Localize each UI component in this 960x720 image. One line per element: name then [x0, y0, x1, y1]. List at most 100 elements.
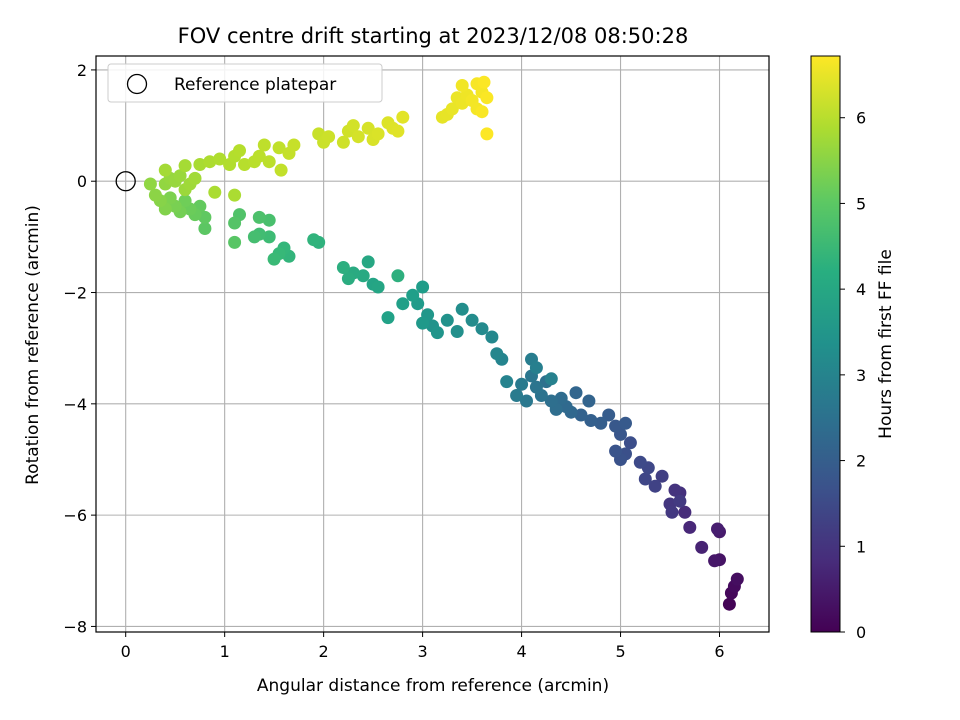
colorbar-label: Hours from first FF file [876, 249, 896, 439]
data-point [262, 230, 276, 244]
data-point [711, 522, 724, 536]
data-point [198, 222, 212, 235]
data-point [143, 177, 157, 191]
data-point [351, 130, 365, 144]
data-point [500, 375, 514, 389]
data-point [602, 408, 616, 422]
chart-title: FOV centre drift starting at 2023/12/08 … [178, 24, 689, 48]
data-point [346, 119, 360, 133]
data-point [267, 252, 281, 266]
data-point [582, 394, 596, 408]
data-point [475, 322, 489, 336]
y-tick-label: −2 [63, 284, 87, 303]
data-point [529, 361, 543, 375]
data-point [307, 233, 321, 247]
data-point [341, 272, 355, 286]
x-axis-title: Angular distance from reference (arcmin) [257, 676, 609, 696]
colorbar-tick-label: 6 [856, 109, 866, 128]
data-point [391, 124, 405, 138]
colorbar-ticks: 0 1 2 3 4 5 6 [840, 109, 866, 642]
data-point [520, 394, 533, 408]
x-tick-label: 5 [615, 642, 625, 661]
data-point [619, 416, 632, 430]
data-point [515, 377, 529, 391]
data-point [510, 389, 524, 402]
data-point [188, 171, 202, 185]
data-point [678, 505, 692, 519]
data-point [391, 269, 405, 283]
colorbar-gradient [810, 55, 841, 633]
legend-marker-icon [126, 73, 148, 95]
data-point [477, 75, 491, 89]
data-point [322, 130, 336, 144]
legend-label: Reference platepar [174, 75, 336, 95]
data-point [262, 155, 276, 169]
data-point [371, 127, 385, 141]
data-point [396, 297, 410, 311]
x-tick-label: 1 [220, 642, 230, 661]
data-point [406, 288, 420, 302]
data-point [594, 416, 608, 430]
data-point [722, 597, 736, 611]
data-point [361, 255, 375, 269]
data-point [609, 444, 623, 458]
grid [96, 56, 769, 632]
data-point [148, 188, 162, 202]
data-point [238, 158, 251, 171]
data-point [416, 316, 430, 330]
data-point [228, 188, 242, 202]
x-tick-label: 6 [714, 642, 724, 661]
data-point [257, 138, 271, 152]
data-point [544, 394, 558, 408]
data-point [554, 391, 568, 405]
data-point [480, 127, 494, 141]
data-point [213, 152, 227, 166]
y-tick-label: 0 [77, 172, 87, 191]
data-point [203, 155, 217, 169]
data-point [247, 230, 261, 244]
data-point [233, 144, 246, 158]
x-tick-label: 0 [121, 642, 131, 661]
data-point [584, 414, 598, 427]
colorbar-tick-label: 1 [856, 537, 866, 556]
data-point [430, 326, 444, 340]
plot-frame [95, 55, 770, 633]
data-point [638, 472, 652, 486]
colorbar-tick-label: 5 [856, 194, 866, 213]
data-point [356, 269, 370, 283]
data-point [228, 235, 242, 249]
data-point [361, 121, 375, 135]
data-point [668, 483, 682, 497]
y-axis: −8 −6 −4 −2 0 2 [63, 61, 96, 636]
colorbar-tick-label: 3 [856, 366, 866, 385]
colorbar-tick-label: 0 [856, 623, 866, 642]
y-axis-title: Rotation from reference (arcmin) [23, 205, 43, 485]
data-point [529, 380, 543, 394]
data-points [115, 75, 744, 611]
data-point [633, 455, 647, 469]
data-point [455, 79, 469, 92]
data-point [708, 554, 722, 568]
data-point [272, 141, 286, 155]
data-point [252, 149, 266, 163]
data-point [648, 479, 662, 493]
data-point [228, 216, 242, 230]
data-point [544, 372, 558, 386]
data-point [475, 105, 489, 119]
data-point [198, 210, 212, 224]
data-point [673, 494, 687, 508]
data-point [252, 210, 266, 224]
y-tick-label: −6 [63, 506, 87, 525]
x-tick-label: 4 [516, 642, 526, 661]
data-point [695, 540, 709, 554]
data-point [381, 311, 395, 325]
x-axis: 0 1 2 3 4 5 6 [121, 632, 725, 661]
data-point [665, 505, 679, 519]
legend-box [107, 63, 383, 103]
data-point [163, 191, 177, 205]
data-point [208, 185, 222, 199]
data-point [730, 572, 744, 586]
data-point [416, 280, 430, 294]
x-tick-label: 2 [319, 642, 329, 661]
data-point [465, 313, 479, 327]
